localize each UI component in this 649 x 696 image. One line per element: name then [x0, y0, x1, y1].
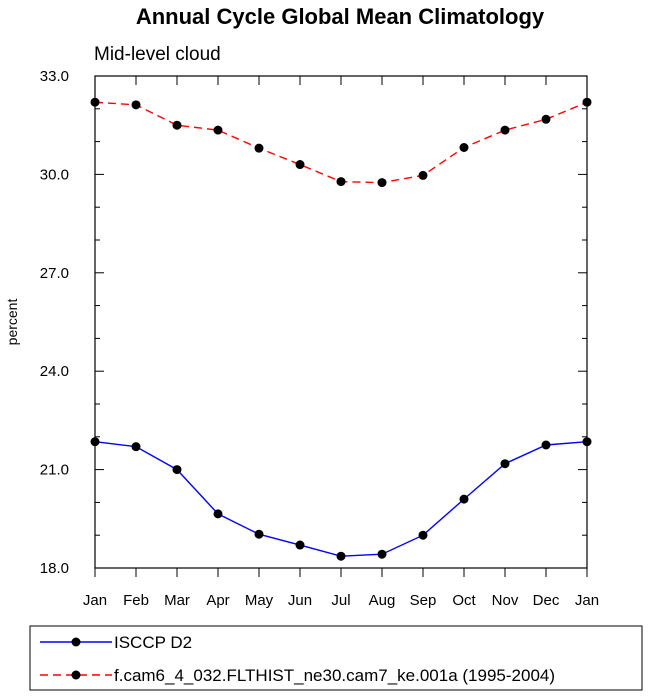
data-point [459, 143, 469, 153]
data-point [295, 540, 305, 550]
data-point [254, 529, 264, 539]
data-point [90, 97, 100, 107]
data-point [500, 459, 510, 469]
data-point [254, 143, 264, 153]
data-point [336, 177, 346, 187]
data-point [172, 465, 182, 475]
x-tick-label: Feb [123, 592, 149, 609]
data-point [541, 440, 551, 450]
x-tick-label: Nov [492, 592, 519, 609]
x-tick-label: Apr [206, 592, 229, 609]
legend-box [29, 625, 643, 691]
data-point [500, 125, 510, 135]
chart-title: Annual Cycle Global Mean Climatology [136, 4, 545, 29]
y-tick-label: 18.0 [40, 560, 69, 577]
x-tick-label: Jan [575, 592, 599, 609]
data-point [418, 530, 428, 540]
y-tick-label: 27.0 [40, 265, 69, 282]
x-tick-label: Jun [288, 592, 312, 609]
plot-frame [94, 75, 588, 569]
x-tick-label: Aug [369, 592, 396, 609]
chart-subtitle: Mid-level cloud [94, 44, 221, 65]
data-point [172, 120, 182, 130]
legend-label-1: f.cam6_4_032.FLTHIST_ne30.cam7_ke.001a (… [114, 666, 555, 685]
legend-marker [71, 637, 81, 647]
y-tick-label: 24.0 [40, 363, 69, 380]
data-point [377, 549, 387, 559]
y-tick-label: 33.0 [40, 68, 69, 85]
data-point [90, 437, 100, 447]
y-axis: 18.0 21.0 24.0 27.0 30.0 33.0 [40, 68, 587, 577]
data-point [377, 178, 387, 188]
data-point [582, 97, 592, 107]
data-point [213, 509, 223, 519]
data-point [336, 551, 346, 561]
legend-label-0: ISCCP D2 [114, 633, 192, 652]
x-tick-label: Dec [533, 592, 560, 609]
legend-marker [71, 670, 81, 680]
data-point [213, 125, 223, 135]
series-line-0 [94, 441, 588, 557]
data-point [582, 437, 592, 447]
x-tick-label: Oct [452, 592, 476, 609]
y-tick-label: 21.0 [40, 462, 69, 479]
data-point [418, 170, 428, 180]
x-axis: Jan Feb Mar Apr May Jun Jul Aug Sep Oct Nov Dec Jan [83, 76, 599, 609]
data-point [131, 100, 141, 110]
x-tick-label: May [245, 592, 274, 609]
x-tick-label: Jan [83, 592, 107, 609]
y-axis-label: percent [4, 299, 20, 346]
x-tick-label: Sep [410, 592, 437, 609]
plot-area [90, 97, 592, 561]
x-tick-label: Mar [164, 592, 190, 609]
y-tick-label: 30.0 [40, 166, 69, 183]
data-point [295, 160, 305, 170]
series-line-1 [94, 101, 588, 184]
data-point [541, 114, 551, 124]
data-point [131, 442, 141, 452]
x-tick-label: Jul [331, 592, 350, 609]
legend: ISCCP D2 f.cam6_4_032.FLTHIST_ne30.cam7_k… [40, 633, 555, 685]
data-point [459, 494, 469, 504]
